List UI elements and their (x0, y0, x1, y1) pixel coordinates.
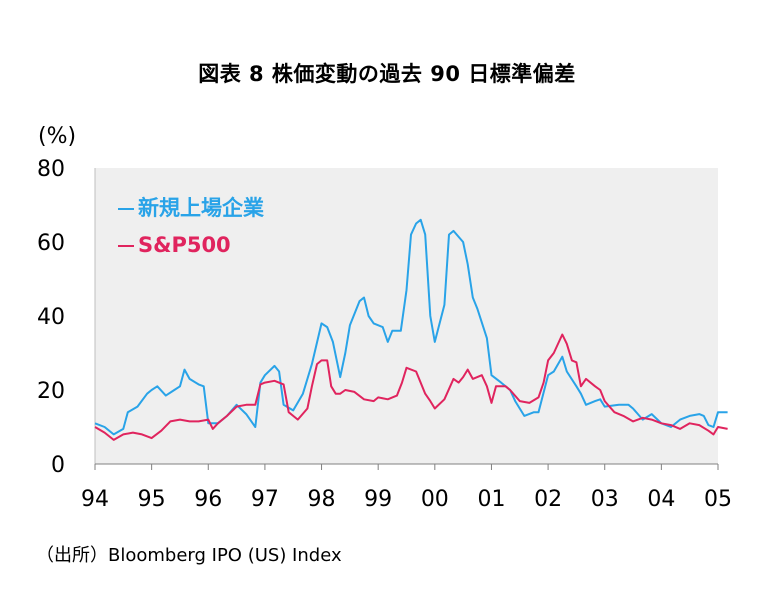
y-tick-label: 60 (37, 231, 65, 256)
x-tick-label: 99 (364, 487, 392, 512)
series-line-ipo (94, 218, 728, 436)
series-lines (94, 218, 728, 441)
x-tick-label: 94 (81, 487, 109, 512)
axes (94, 168, 719, 470)
y-tick-label: 0 (51, 453, 65, 478)
y-tick-label: 80 (37, 157, 65, 182)
y-tick-label: 40 (37, 305, 65, 330)
x-tick-label: 01 (477, 487, 505, 512)
x-tick-label: 05 (704, 487, 732, 512)
y-tick-label: 20 (37, 379, 65, 404)
series-line-sp500 (94, 333, 728, 441)
x-tick-label: 04 (647, 487, 675, 512)
tick-labels: 0 20 40 60 80 94 95 96 97 98 99 00 01 02 03 04 05 (37, 157, 732, 512)
x-tick-label: 95 (138, 487, 166, 512)
x-tick-label: 00 (421, 487, 449, 512)
source-note: （出所）Bloomberg IPO (US) Index (36, 545, 342, 566)
x-tick-label: 96 (194, 487, 222, 512)
legend-label: S&P500 (138, 233, 231, 257)
legend-label: 新規上場企業 (138, 196, 265, 220)
x-tick-label: 03 (591, 487, 619, 512)
plot-area (95, 168, 718, 464)
x-tick-label: 98 (308, 487, 336, 512)
x-tick-label: 02 (534, 487, 562, 512)
legend: 新規上場企業 S&P500 (118, 196, 265, 257)
x-tick-label: 97 (251, 487, 279, 512)
chart-title: 図表 8 株価変動の過去 90 日標準偏差 (198, 62, 576, 86)
y-axis-label: (%) (38, 124, 76, 149)
